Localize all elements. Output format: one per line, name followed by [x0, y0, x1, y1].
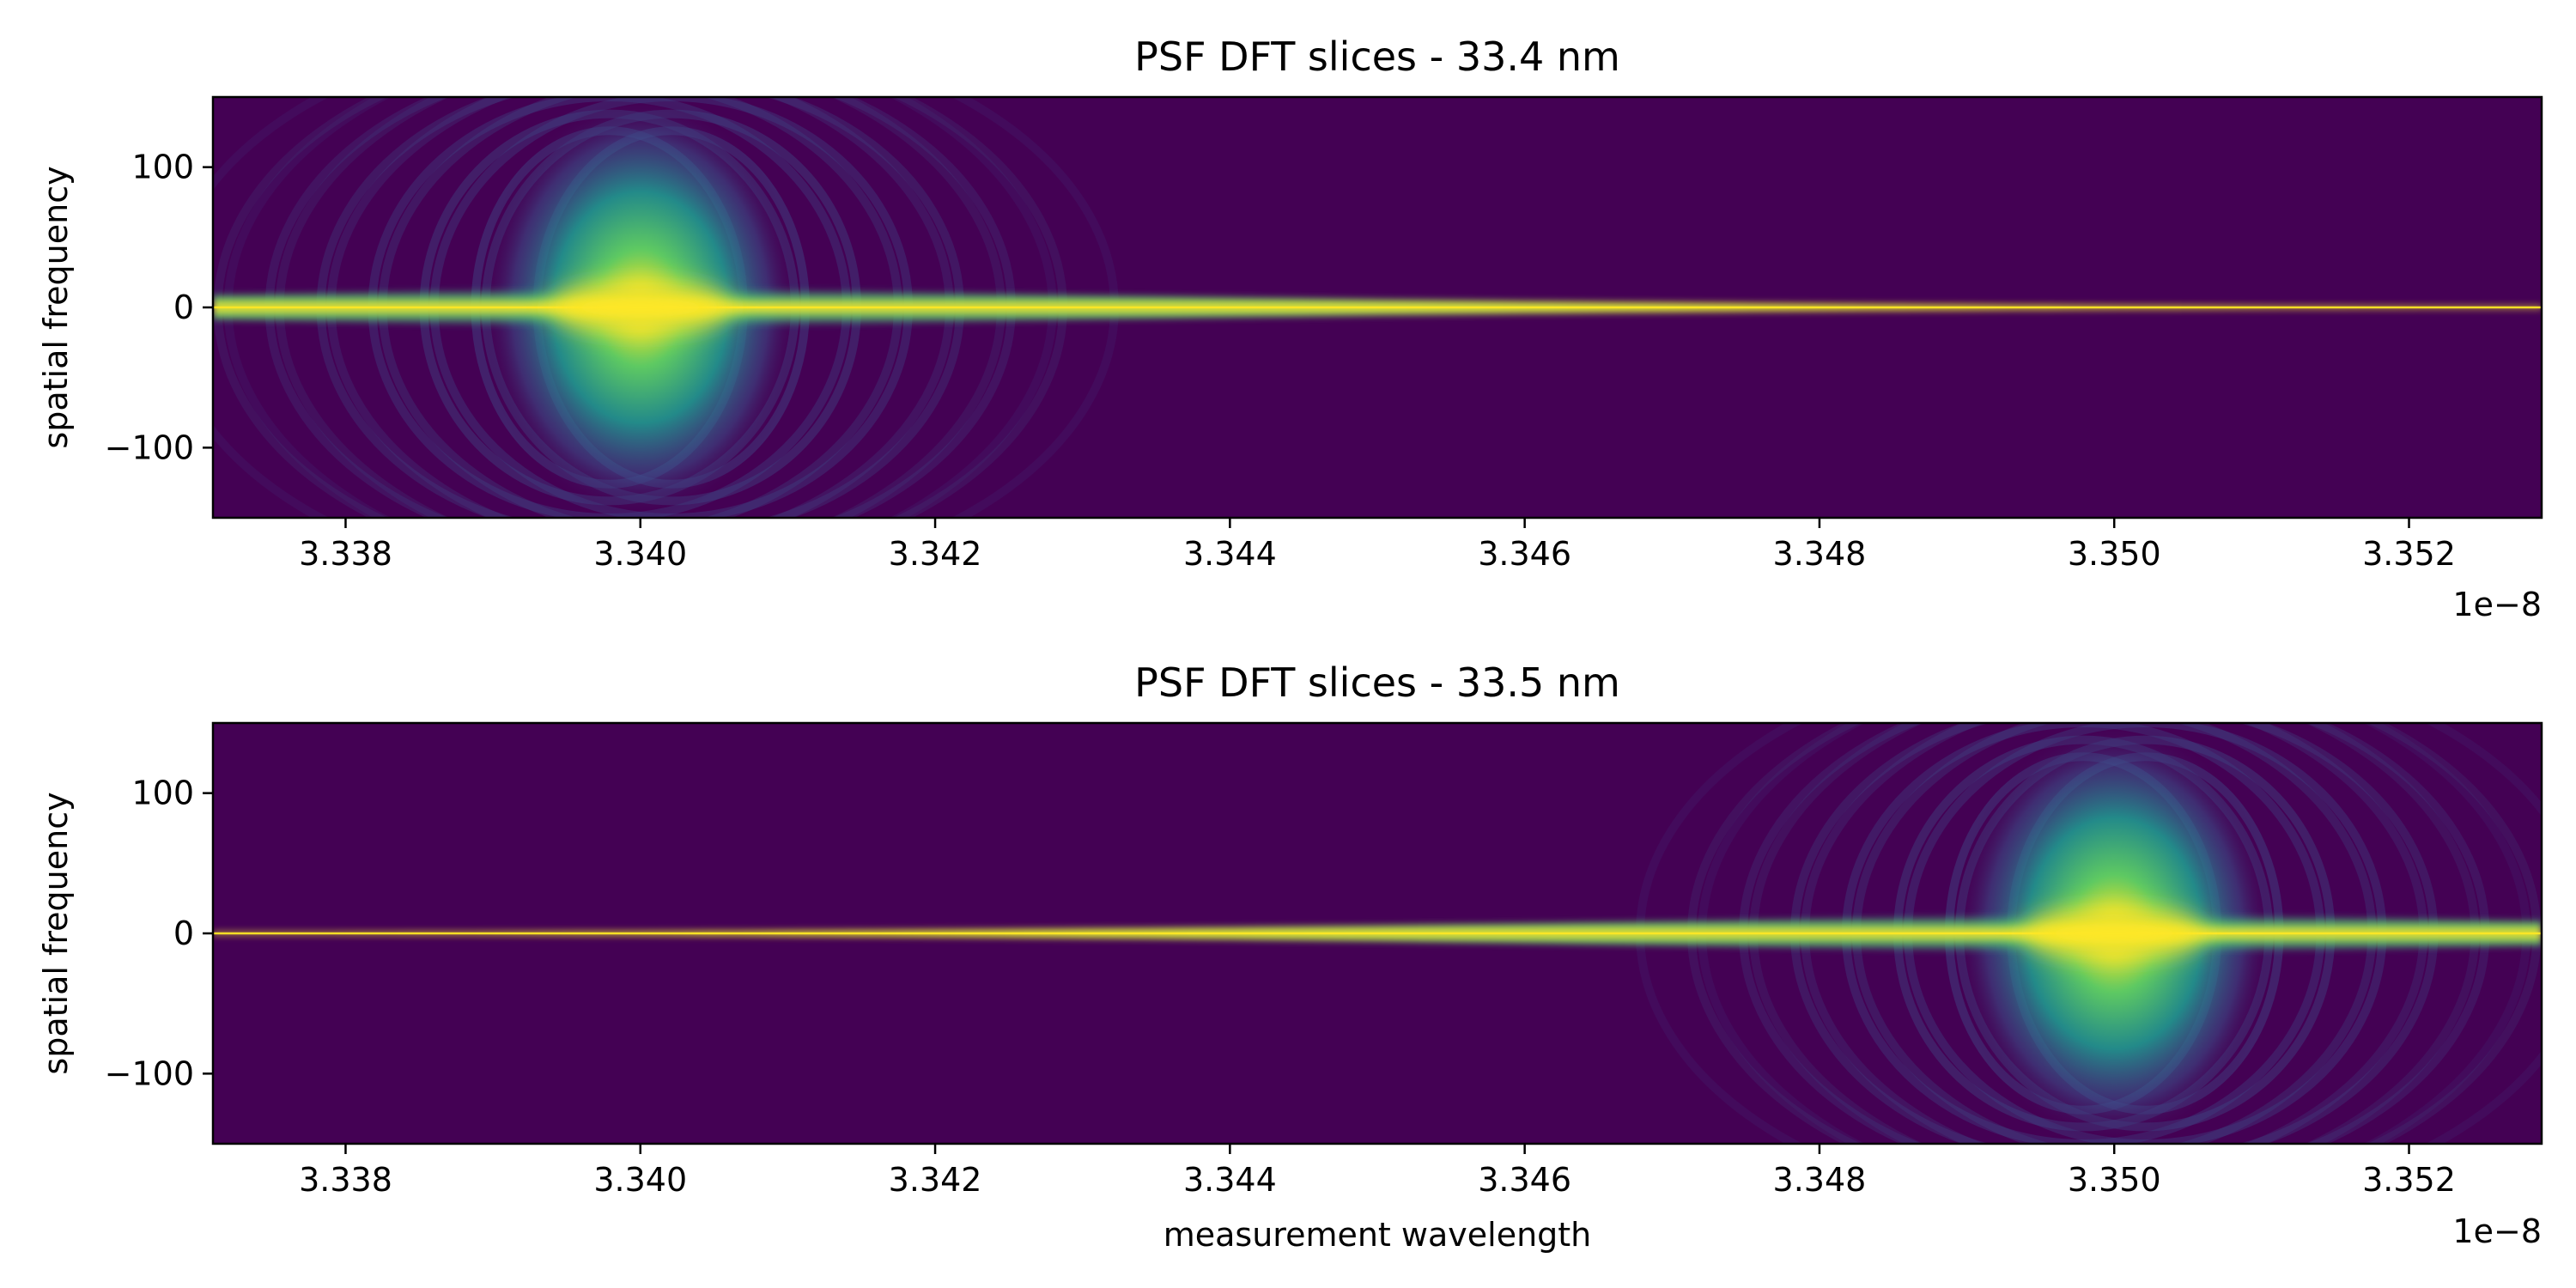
chart-panel-1: PSF DFT slices - 33.4 nm 3.338 3.340 3.342…: [37, 33, 2543, 623]
x-offset-text: 1e−8: [2452, 586, 2542, 623]
y-tick-label: 0: [173, 289, 194, 326]
x-tick-label: 3.348: [1773, 535, 1867, 573]
x-tick-label: 3.348: [1773, 1161, 1867, 1199]
y-axis-label: spatial frequency: [37, 166, 75, 448]
peak-core: [2021, 908, 2208, 959]
y-axis-label: spatial frequency: [37, 792, 75, 1074]
y-tick-label: 100: [131, 149, 194, 186]
x-tick-label: 3.352: [2362, 535, 2456, 573]
y-axis: 100 0 −100: [105, 149, 213, 466]
chart-panel-2: PSF DFT slices - 33.5 nm 3.338 3.340 3.342…: [37, 659, 2543, 1254]
x-tick-label: 3.342: [889, 535, 982, 573]
x-offset-text: 1e−8: [2452, 1212, 2542, 1250]
chart-title: PSF DFT slices - 33.4 nm: [1134, 33, 1620, 80]
heatmap-area: [213, 97, 2542, 518]
x-axis: 3.338 3.340 3.342 3.344 3.346 3.348 3.350 3.352: [299, 1144, 2456, 1199]
x-axis-label: measurement wavelength: [1163, 1216, 1592, 1254]
y-tick-label: −100: [105, 1054, 194, 1092]
x-tick-label: 3.340: [593, 535, 687, 573]
chart-title: PSF DFT slices - 33.5 nm: [1134, 659, 1620, 706]
y-tick-label: 0: [173, 914, 194, 952]
x-tick-label: 3.342: [889, 1161, 982, 1199]
y-tick-label: 100: [131, 775, 194, 812]
y-tick-label: −100: [105, 428, 194, 466]
x-tick-label: 3.338: [299, 1161, 392, 1199]
x-tick-label: 3.352: [2362, 1161, 2456, 1199]
x-axis: 3.338 3.340 3.342 3.344 3.346 3.348 3.350 3.352: [299, 518, 2456, 573]
x-tick-label: 3.344: [1183, 1161, 1277, 1199]
x-tick-label: 3.350: [2068, 535, 2161, 573]
x-tick-label: 3.340: [593, 1161, 687, 1199]
x-tick-label: 3.346: [1478, 535, 1571, 573]
x-tick-label: 3.338: [299, 535, 392, 573]
x-tick-label: 3.350: [2068, 1161, 2161, 1199]
peak-core: [547, 282, 733, 333]
x-tick-label: 3.346: [1478, 1161, 1571, 1199]
heatmap-area: [213, 723, 2542, 1144]
y-axis: 100 0 −100: [105, 775, 213, 1092]
x-tick-label: 3.344: [1183, 535, 1277, 573]
